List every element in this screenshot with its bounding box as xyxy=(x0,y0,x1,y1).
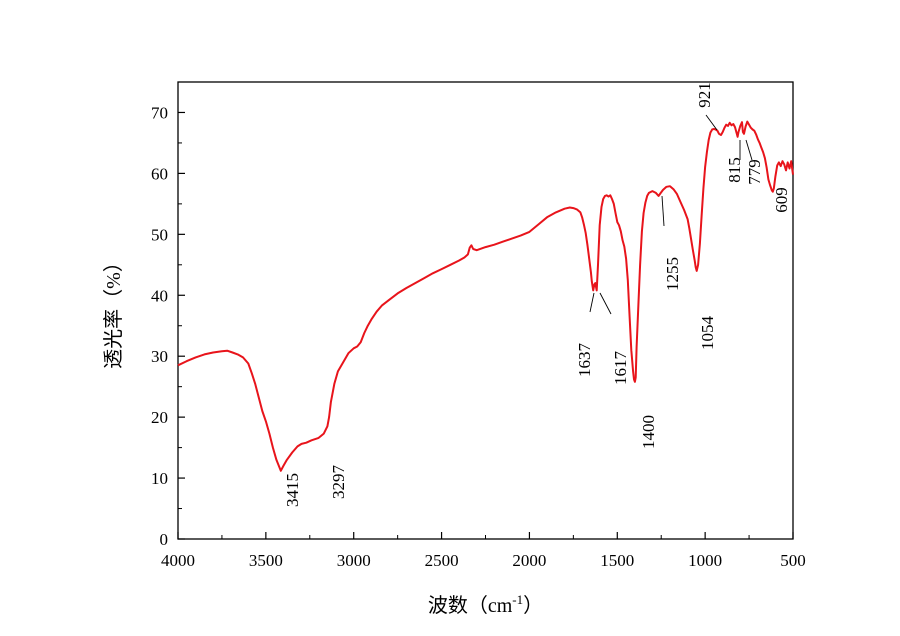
x-tick-label: 1000 xyxy=(688,551,722,570)
x-axis-title: 波数（cm-1） xyxy=(428,592,543,617)
peak-label-609: 609 xyxy=(772,187,791,213)
x-tick-label: 500 xyxy=(780,551,806,570)
x-tick-label: 3000 xyxy=(337,551,371,570)
y-axis: 0 10 20 30 40 50 60 70 xyxy=(151,81,185,549)
peak-label-1617: 1617 xyxy=(611,351,630,386)
peak-label-1400: 1400 xyxy=(639,415,658,449)
y-tick-label: 20 xyxy=(151,408,168,427)
x-axis: 4000 3500 3000 2500 2000 1500 1000 500 xyxy=(161,532,806,570)
y-tick-label: 10 xyxy=(151,469,168,488)
plot-frame xyxy=(177,81,794,540)
peak-leader-line xyxy=(589,292,595,313)
x-tick-label: 2000 xyxy=(512,551,546,570)
peak-label-1637: 1637 xyxy=(575,343,594,378)
x-tick-label: 1500 xyxy=(600,551,634,570)
peak-leader-line xyxy=(705,114,718,131)
y-tick-label: 40 xyxy=(151,286,168,305)
x-tick-label: 3500 xyxy=(249,551,283,570)
x-tick-label: 2500 xyxy=(425,551,459,570)
peak-leader-line xyxy=(599,292,612,315)
series-layer xyxy=(177,120,794,472)
peak-label-1054: 1054 xyxy=(698,316,717,351)
peak-label-1255: 1255 xyxy=(663,257,682,291)
peak-label-815: 815 xyxy=(725,157,744,183)
peak-leader-line xyxy=(661,195,665,227)
y-tick-label: 50 xyxy=(151,225,168,244)
peak-label-3297: 3297 xyxy=(329,465,348,500)
peak-leader-line xyxy=(745,139,753,161)
y-tick-label: 60 xyxy=(151,164,168,183)
peak-label-3415: 3415 xyxy=(283,473,302,507)
y-tick-label: 70 xyxy=(151,103,168,122)
y-tick-label: 30 xyxy=(151,347,168,366)
peak-annotations: 3415 3297 1637 1617 1400 1255 1054 921 815 779 609 xyxy=(283,82,791,507)
x-axis-title-end: ） xyxy=(523,594,543,617)
x-axis-title-main: 波数（cm xyxy=(428,594,513,617)
x-axis-title-superscript: -1 xyxy=(512,592,523,607)
peak-label-779: 779 xyxy=(745,159,764,185)
x-tick-label: 4000 xyxy=(161,551,195,570)
plot-border xyxy=(177,81,794,540)
y-axis-title: 透光率（%） xyxy=(102,252,125,369)
y-tick-label: 0 xyxy=(160,530,169,549)
series-line xyxy=(177,120,794,472)
peak-label-921: 921 xyxy=(695,82,714,108)
